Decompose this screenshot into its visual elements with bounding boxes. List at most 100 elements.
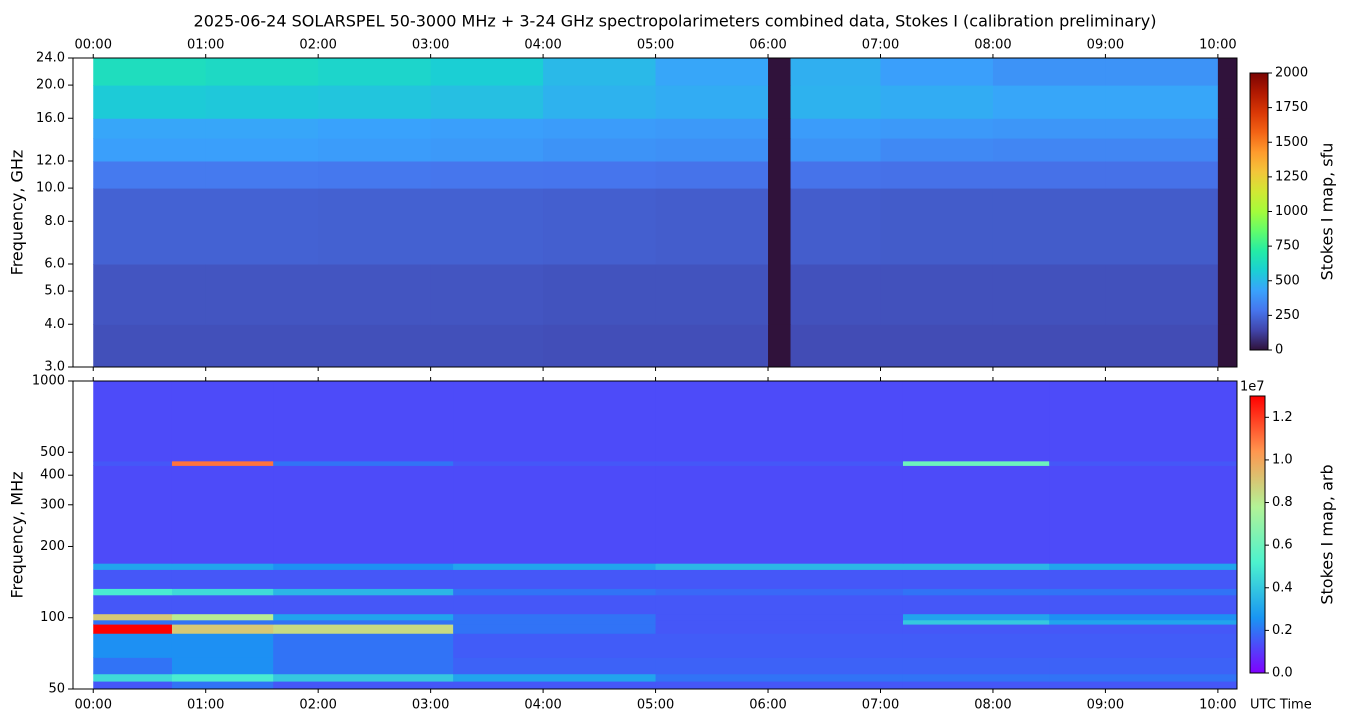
heatmap-cell: [93, 118, 207, 139]
heatmap-cell: [902, 673, 1050, 682]
x-tick-label: 00:00: [75, 38, 112, 53]
x-tick-label: 03:00: [412, 698, 449, 713]
colorbar: [1249, 395, 1266, 674]
heatmap-cell: [171, 594, 274, 615]
x-tick-label: 08:00: [974, 698, 1011, 713]
heatmap-cell: [318, 85, 432, 119]
heatmap-cell: [171, 465, 274, 564]
x-tick-label: 09:00: [1087, 698, 1124, 713]
heatmap-cell: [453, 563, 657, 570]
x-tick-label: 10:00: [1199, 38, 1236, 53]
heatmap-cell: [318, 138, 432, 162]
y-axis-label: Frequency, GHz: [8, 150, 27, 276]
heatmap-cell: [171, 460, 274, 466]
x-tick-label: 04:00: [524, 698, 561, 713]
heatmap-cell: [655, 138, 769, 162]
heatmap-cell: [1049, 594, 1238, 615]
heatmap-cell: [1217, 188, 1238, 265]
heatmap-cell: [655, 188, 769, 265]
figure-title: 2025-06-24 SOLARSPEL 50-3000 MHz + 3-24 …: [194, 12, 1157, 31]
x-tick-label: 01:00: [187, 698, 224, 713]
heatmap-cell: [171, 381, 274, 462]
heatmap-cell: [1217, 85, 1238, 119]
heatmap-cell: [430, 264, 544, 325]
heatmap-cell: [992, 188, 1106, 265]
heatmap-cell: [655, 264, 769, 325]
heatmap-cell: [992, 118, 1106, 139]
heatmap-cell: [171, 633, 274, 658]
heatmap-cell: [768, 85, 792, 119]
colorbar-tick-label: 0.4: [1272, 580, 1293, 595]
heatmap-cell: [543, 188, 657, 265]
heatmap-cell: [655, 624, 904, 634]
heatmap-cell: [543, 324, 657, 368]
heatmap-cell: [171, 569, 274, 589]
heatmap-cell: [171, 588, 274, 596]
heatmap-cell: [93, 188, 207, 265]
y-tick-label: 500: [40, 445, 65, 460]
heatmap-cell: [880, 264, 994, 325]
heatmap-cell: [902, 624, 1050, 634]
colorbar-tick-label: 1.2: [1272, 410, 1293, 425]
heatmap-cell: [768, 58, 792, 86]
heatmap-cell: [1105, 188, 1219, 265]
heatmap-cell: [273, 460, 454, 466]
plot-frame: [72, 57, 1238, 368]
heatmap-cell: [1049, 588, 1238, 596]
heatmap-cell: [273, 465, 454, 564]
heatmap-cell: [902, 619, 1050, 625]
heatmap-cell: [273, 673, 454, 682]
heatmap-cell: [205, 118, 319, 139]
heatmap-cell: [93, 465, 173, 564]
heatmap-cell: [205, 324, 319, 368]
heatmap-cell: [93, 460, 173, 466]
y-tick-label: 20.0: [36, 78, 65, 93]
heatmap-cell: [171, 673, 274, 682]
colorbar-tick-label: 0.6: [1272, 538, 1293, 553]
x-tick-label: 04:00: [524, 38, 561, 53]
heatmap-cell: [543, 264, 657, 325]
colorbar-label: Stokes I map, sfu: [1318, 143, 1337, 281]
y-tick-label: 12.0: [36, 154, 65, 169]
heatmap-cell: [273, 588, 454, 596]
colorbar-tick-label: 1750: [1275, 100, 1308, 115]
heatmap-cell: [93, 673, 173, 682]
x-tick-label: 06:00: [749, 698, 786, 713]
colorbar-label: Stokes I map, arb: [1318, 464, 1337, 604]
heatmap-cell: [992, 324, 1106, 368]
heatmap-cell: [768, 161, 792, 189]
x-tick-label: 01:00: [187, 38, 224, 53]
heatmap-cell: [1049, 633, 1238, 658]
heatmap-cell: [430, 188, 544, 265]
heatmap-cell: [318, 58, 432, 86]
heatmap-cell: [902, 588, 1050, 596]
heatmap-cell: [273, 594, 454, 615]
heatmap-cell: [790, 118, 881, 139]
heatmap-cell: [768, 138, 792, 162]
y-tick-label: 50: [48, 682, 65, 697]
heatmap-cell: [655, 681, 904, 690]
heatmap-cell: [1217, 138, 1238, 162]
colorbar-tick-label: 250: [1275, 308, 1300, 323]
heatmap-cell: [453, 460, 657, 466]
heatmap-cell: [273, 624, 454, 634]
heatmap-cell: [453, 381, 657, 462]
heatmap-cell: [273, 681, 454, 690]
heatmap-cell: [543, 85, 657, 119]
heatmap-cell: [1217, 264, 1238, 325]
heatmap-cell: [902, 633, 1050, 658]
heatmap-cell: [453, 681, 657, 690]
heatmap-cell: [992, 161, 1106, 189]
heatmap-cell: [453, 594, 657, 615]
colorbar-tick-label: 500: [1275, 273, 1300, 288]
heatmap-cell: [273, 633, 454, 658]
heatmap-cell: [273, 563, 454, 570]
heatmap-cell: [93, 58, 207, 86]
heatmap-cell: [453, 624, 657, 634]
heatmap-cell: [93, 161, 207, 189]
heatmap-cell: [790, 161, 881, 189]
heatmap-cell: [453, 657, 657, 675]
heatmap-cell: [273, 657, 454, 675]
x-tick-label: 05:00: [637, 698, 674, 713]
